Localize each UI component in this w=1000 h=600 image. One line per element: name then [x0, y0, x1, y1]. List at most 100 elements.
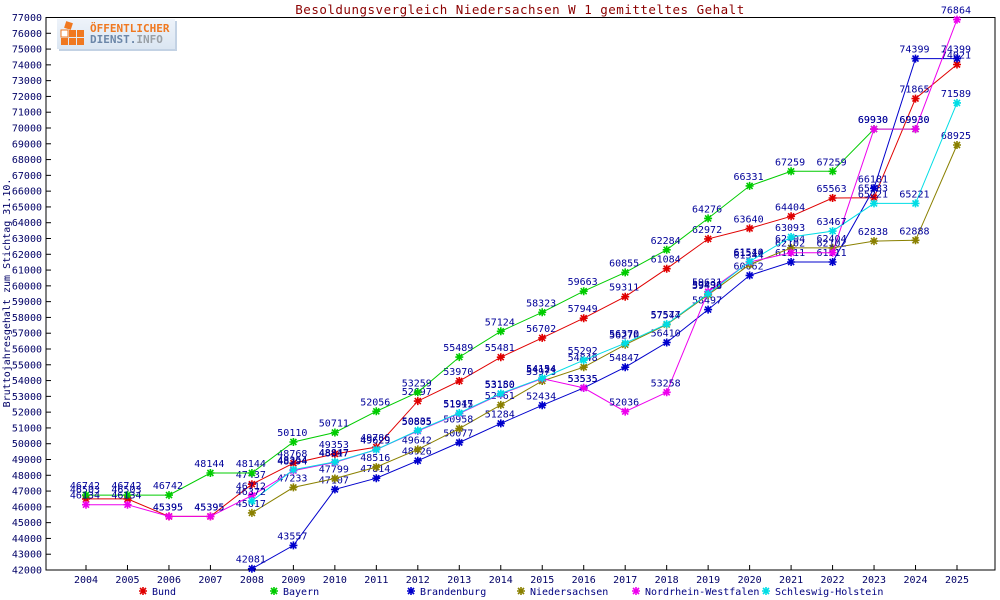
data-label-bund: 59311 — [609, 283, 639, 294]
data-label-bund: 55481 — [485, 343, 515, 354]
data-label-bund: 74021 — [941, 51, 971, 62]
legend-label-nordrhein-westfalen: Nordrhein-Westfalen — [645, 587, 759, 598]
logo-line2-dienst: DIENST. — [90, 33, 137, 46]
data-label-nordrhein-westfalen: 51915 — [443, 400, 473, 411]
series-line-niedersachsen — [251, 144, 958, 514]
legend-marker-brandenburg — [407, 587, 415, 595]
data-point-schleswig-holstein — [621, 339, 630, 348]
x-tick-label: 2018 — [655, 575, 679, 586]
x-tick-label: 2014 — [489, 575, 513, 586]
data-point-bund — [579, 314, 588, 323]
x-tick-label: 2024 — [903, 575, 927, 586]
data-point-bund — [745, 224, 754, 233]
data-label-schleswig-holstein: 55292 — [568, 346, 598, 357]
data-label-brandenburg: 54847 — [609, 353, 639, 364]
data-label-nordrhein-westfalen: 59631 — [692, 278, 722, 289]
data-point-bayern — [704, 214, 713, 223]
data-point-bayern — [662, 245, 671, 254]
data-point-nordrhein-westfalen — [953, 15, 961, 24]
legend-marker-bayern — [270, 587, 278, 595]
data-point-niedersachsen — [455, 424, 464, 433]
data-label-schleswig-holstein: 61540 — [733, 248, 763, 259]
y-tick-label: 55000 — [12, 360, 42, 371]
data-point-brandenburg — [538, 401, 547, 410]
data-point-schleswig-holstein — [870, 199, 878, 208]
x-tick-label: 2012 — [406, 575, 430, 586]
data-point-nordrhein-westfalen — [787, 248, 796, 257]
series-line-bayern — [86, 128, 916, 496]
y-tick-label: 72000 — [12, 92, 42, 103]
data-point-nordrhein-westfalen — [123, 500, 132, 509]
data-label-brandenburg: 47814 — [360, 464, 390, 475]
data-point-niedersachsen — [413, 445, 422, 454]
data-label-nordrhein-westfalen: 69930 — [858, 115, 888, 126]
data-label-schleswig-holstein: 53180 — [485, 380, 515, 391]
data-point-brandenburg — [289, 541, 298, 550]
x-tick-label: 2011 — [364, 575, 388, 586]
data-label-bayern: 67259 — [816, 157, 846, 168]
data-point-brandenburg — [413, 456, 422, 465]
data-point-schleswig-holstein — [953, 98, 961, 107]
x-tick-label: 2023 — [862, 575, 886, 586]
data-label-niedersachsen: 62404 — [775, 234, 805, 245]
data-label-schleswig-holstein: 63467 — [816, 217, 846, 228]
y-tick-label: 76000 — [12, 29, 42, 40]
legend-label-schleswig-holstein: Schleswig-Holstein — [775, 587, 883, 598]
data-label-bayern: 69930 — [858, 115, 888, 126]
data-point-bund — [455, 377, 464, 385]
data-point-bund — [787, 212, 796, 221]
data-label-niedersachsen: 47799 — [319, 465, 349, 476]
legend-label-bayern: Bayern — [283, 587, 319, 598]
x-tick-label: 2019 — [696, 575, 720, 586]
data-label-schleswig-holstein: 49629 — [360, 436, 390, 447]
data-point-brandenburg — [704, 305, 713, 314]
x-tick-label: 2021 — [779, 575, 803, 586]
data-point-brandenburg — [745, 271, 754, 280]
data-label-bayern: 67259 — [775, 157, 805, 168]
data-label-bund: 45395 — [153, 502, 183, 513]
data-point-niedersachsen — [247, 508, 256, 517]
data-point-bayern — [828, 167, 837, 176]
data-label-niedersachsen: 47233 — [277, 473, 307, 484]
data-point-brandenburg — [455, 438, 464, 447]
data-label-brandenburg: 48926 — [402, 447, 432, 458]
data-label-bayern: 55489 — [443, 343, 473, 354]
y-tick-label: 65000 — [12, 202, 42, 213]
data-label-brandenburg: 42081 — [236, 555, 266, 566]
data-label-nordrhein-westfalen: 52036 — [609, 398, 639, 409]
data-label-brandenburg: 66181 — [858, 174, 888, 185]
chart-title: Besoldungsvergleich Niedersachsen W 1 ge… — [295, 2, 744, 17]
data-label-nordrhein-westfalen: 53150 — [485, 380, 515, 391]
data-point-brandenburg — [911, 54, 920, 63]
legend-item-nordrhein-westfalen: Nordrhein-Westfalen — [632, 587, 759, 598]
logo-text: ÖFFENTLICHER DIENST.INFO — [90, 23, 169, 45]
data-label-nordrhein-westfalen: 45395 — [153, 502, 183, 513]
data-point-bayern — [247, 469, 256, 477]
data-point-brandenburg — [828, 258, 837, 266]
x-tick-label: 2008 — [240, 575, 264, 586]
data-label-nordrhein-westfalen: 48817 — [319, 448, 349, 459]
data-point-niedersachsen — [289, 483, 298, 492]
data-label-niedersachsen: 48516 — [360, 453, 390, 464]
data-point-schleswig-holstein — [247, 497, 256, 505]
data-label-bayern: 62284 — [651, 236, 681, 247]
logo-squares-icon — [60, 21, 84, 45]
logo-line1: ÖFFENTLICHER — [90, 22, 170, 35]
data-point-schleswig-holstein — [413, 426, 422, 435]
data-point-niedersachsen — [496, 400, 505, 409]
data-label-bayern: 48144 — [194, 459, 224, 470]
data-label-schleswig-holstein: 71589 — [941, 89, 971, 100]
y-tick-label: 48000 — [12, 471, 42, 482]
x-tick-label: 2010 — [323, 575, 347, 586]
data-label-nordrhein-westfalen: 46712 — [236, 482, 266, 493]
data-point-brandenburg — [870, 184, 878, 193]
data-point-nordrhein-westfalen — [206, 512, 215, 521]
data-label-nordrhein-westfalen: 76864 — [941, 6, 971, 17]
data-point-schleswig-holstein — [330, 457, 339, 466]
data-label-bund: 56702 — [526, 324, 556, 335]
data-label-nordrhein-westfalen: 46134 — [111, 491, 141, 502]
y-axis-title: Bruttojahresgehalt zum Stichtag 31.10. — [2, 179, 13, 408]
data-label-bund: 62972 — [692, 225, 722, 236]
data-label-niedersachsen: 49642 — [402, 435, 432, 446]
data-label-schleswig-holstein: 54154 — [526, 364, 556, 375]
